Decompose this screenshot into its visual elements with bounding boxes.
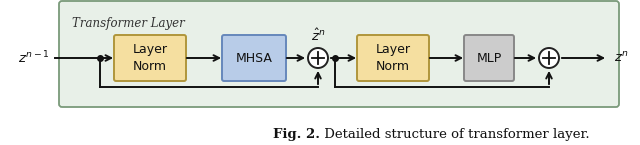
Text: Layer
Norm: Layer Norm [376,44,410,72]
FancyBboxPatch shape [59,1,619,107]
Text: Layer
Norm: Layer Norm [132,44,168,72]
Text: MHSA: MHSA [236,51,273,65]
Text: Detailed structure of transformer layer.: Detailed structure of transformer layer. [320,128,589,141]
Text: $\hat{z}^n$: $\hat{z}^n$ [311,28,325,44]
FancyBboxPatch shape [222,35,286,81]
Circle shape [539,48,559,68]
Circle shape [308,48,328,68]
Text: $z^{n-1}$: $z^{n-1}$ [18,50,50,66]
Text: MLP: MLP [476,51,502,65]
Text: Fig. 2.: Fig. 2. [273,128,320,141]
Text: Transformer Layer: Transformer Layer [72,17,185,30]
Text: $z^n$: $z^n$ [614,51,629,65]
FancyBboxPatch shape [357,35,429,81]
FancyBboxPatch shape [464,35,514,81]
FancyBboxPatch shape [114,35,186,81]
